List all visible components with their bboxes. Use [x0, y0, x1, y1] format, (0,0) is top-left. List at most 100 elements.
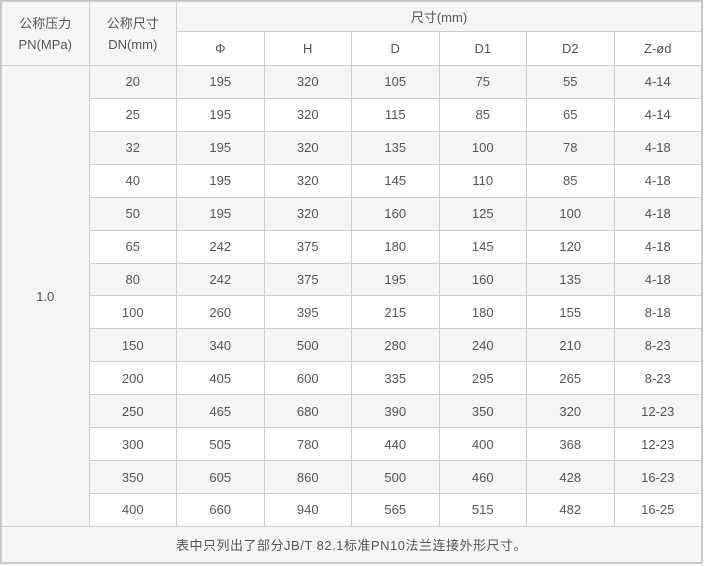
- cell-h: 375: [263, 229, 352, 264]
- cell-phi: 660: [176, 492, 265, 528]
- cell-d1: 350: [438, 394, 527, 429]
- cell-d1: 515: [438, 492, 527, 528]
- cell-z-od: 4-18: [613, 229, 702, 264]
- cell-d2: 368: [526, 427, 615, 462]
- table-row: 50 195 320 160 125 100 4-18: [2, 196, 702, 231]
- cell-d: 440: [351, 427, 440, 462]
- cell-dn: 400: [88, 492, 177, 528]
- header-col-h: H: [263, 31, 352, 66]
- footer-note: 表中只列出了部分JB/T 82.1标准PN10法兰连接外形尺寸。: [1, 526, 702, 563]
- table-row: 32 195 320 135 100 78 4-18: [2, 130, 702, 165]
- cell-h: 780: [263, 427, 352, 462]
- cell-z-od: 12-23: [613, 427, 702, 462]
- cell-dn: 150: [88, 328, 177, 363]
- cell-h: 320: [263, 163, 352, 198]
- cell-phi: 195: [176, 65, 265, 99]
- cell-phi: 260: [176, 295, 265, 330]
- table-header: 公称压力 PN(MPa) 公称尺寸 DN(mm) 尺寸(mm) Φ H D D1…: [1, 1, 702, 66]
- cell-phi: 242: [176, 229, 265, 264]
- cell-d: 195: [351, 262, 440, 297]
- table-row: 250 465 680 390 350 320 12-23: [2, 394, 702, 429]
- cell-z-od: 8-23: [613, 328, 702, 363]
- cell-d: 335: [351, 361, 440, 396]
- cell-dn: 25: [88, 97, 177, 132]
- cell-d2: 135: [526, 262, 615, 297]
- cell-d: 115: [351, 97, 440, 132]
- cell-h: 395: [263, 295, 352, 330]
- cell-d: 500: [351, 460, 440, 494]
- table-row: 150 340 500 280 240 210 8-23: [2, 328, 702, 363]
- cell-z-od: 4-14: [613, 65, 702, 99]
- cell-d: 565: [351, 492, 440, 528]
- header-nominal-pressure: 公称压力 PN(MPa): [1, 1, 90, 66]
- cell-d1: 460: [438, 460, 527, 494]
- cell-d1: 400: [438, 427, 527, 462]
- cell-phi: 242: [176, 262, 265, 297]
- cell-d1: 180: [438, 295, 527, 330]
- cell-d1: 145: [438, 229, 527, 264]
- cell-phi: 195: [176, 163, 265, 198]
- cell-dn: 350: [88, 460, 177, 494]
- cell-d: 390: [351, 394, 440, 429]
- header-nominal-size-unit: DN(mm): [108, 36, 158, 52]
- cell-h: 500: [263, 328, 352, 363]
- header-nominal-pressure-cn: 公称压力: [19, 15, 72, 31]
- cell-d2: 265: [526, 361, 615, 396]
- cell-z-od: 4-18: [613, 130, 702, 165]
- cell-h: 320: [263, 196, 352, 231]
- cell-dn: 100: [88, 295, 177, 330]
- cell-z-od: 8-18: [613, 295, 702, 330]
- cell-d2: 55: [526, 65, 615, 99]
- cell-d2: 85: [526, 163, 615, 198]
- cell-d1: 75: [438, 65, 527, 99]
- cell-d: 215: [351, 295, 440, 330]
- cell-phi: 195: [176, 97, 265, 132]
- cell-z-od: 16-23: [613, 460, 702, 494]
- cell-d2: 482: [526, 492, 615, 528]
- cell-d: 180: [351, 229, 440, 264]
- cell-d: 160: [351, 196, 440, 231]
- cell-h: 600: [263, 361, 352, 396]
- cell-d2: 320: [526, 394, 615, 429]
- cell-dn: 20: [88, 65, 177, 99]
- cell-d1: 110: [438, 163, 527, 198]
- cell-d: 105: [351, 65, 440, 99]
- cell-d2: 210: [526, 328, 615, 363]
- cell-h: 320: [263, 97, 352, 132]
- header-col-d1: D1: [438, 31, 527, 66]
- cell-h: 940: [263, 492, 352, 528]
- cell-z-od: 16-25: [613, 492, 702, 528]
- cell-phi: 465: [176, 394, 265, 429]
- cell-d: 280: [351, 328, 440, 363]
- cell-phi: 505: [176, 427, 265, 462]
- table-footer: 表中只列出了部分JB/T 82.1标准PN10法兰连接外形尺寸。: [1, 526, 702, 563]
- cell-dn: 300: [88, 427, 177, 462]
- footer-note-text: 表中只列出了部分JB/T 82.1标准PN10法兰连接外形尺寸。: [176, 538, 527, 553]
- cell-d1: 160: [438, 262, 527, 297]
- table-row: 200 405 600 335 295 265 8-23: [2, 361, 702, 396]
- cell-phi: 405: [176, 361, 265, 396]
- cell-h: 320: [263, 130, 352, 165]
- cell-dn: 32: [88, 130, 177, 165]
- cell-h: 375: [263, 262, 352, 297]
- cell-z-od: 4-18: [613, 163, 702, 198]
- cell-phi: 195: [176, 130, 265, 165]
- header-col-z-od: Z-ød: [613, 31, 702, 66]
- cell-dn: 250: [88, 394, 177, 429]
- cell-d2: 428: [526, 460, 615, 494]
- cell-dn: 40: [88, 163, 177, 198]
- header-col-phi: Φ: [176, 31, 265, 66]
- table-row: 100 260 395 215 180 155 8-18: [2, 295, 702, 330]
- cell-d2: 120: [526, 229, 615, 264]
- cell-phi: 195: [176, 196, 265, 231]
- cell-z-od: 4-14: [613, 97, 702, 132]
- cell-d2: 100: [526, 196, 615, 231]
- table-body: 1.0 20 195 320 105 75 55 4-14 25 195 320…: [1, 65, 702, 528]
- cell-d: 135: [351, 130, 440, 165]
- header-dimensions-group: 尺寸(mm): [176, 1, 702, 32]
- table-row: 65 242 375 180 145 120 4-18: [2, 229, 702, 264]
- cell-z-od: 4-18: [613, 196, 702, 231]
- table-row: 350 605 860 500 460 428 16-23: [2, 460, 702, 494]
- table-row: 400 660 940 565 515 482 16-25: [2, 492, 702, 528]
